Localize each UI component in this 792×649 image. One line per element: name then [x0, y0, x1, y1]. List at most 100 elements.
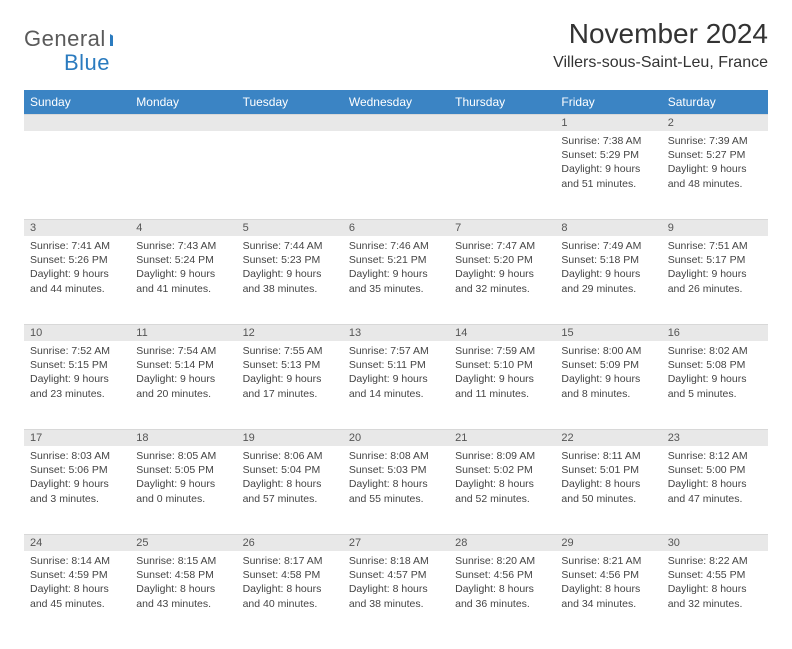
- daylight-text: Daylight: 9 hours and 32 minutes.: [455, 267, 549, 295]
- sunrise-text: Sunrise: 8:18 AM: [349, 554, 443, 568]
- calendar-table: Sunday Monday Tuesday Wednesday Thursday…: [24, 90, 768, 639]
- daylight-text: Daylight: 9 hours and 3 minutes.: [30, 477, 124, 505]
- day-cell-content: Sunrise: 8:11 AMSunset: 5:01 PMDaylight:…: [555, 446, 661, 512]
- day-cell-content: Sunrise: 7:43 AMSunset: 5:24 PMDaylight:…: [130, 236, 236, 302]
- day-number: 12: [237, 324, 343, 341]
- weekday-header: Tuesday: [237, 90, 343, 114]
- daylight-text: Daylight: 8 hours and 45 minutes.: [30, 582, 124, 610]
- day-cell-content: [343, 131, 449, 140]
- day-cell-content: Sunrise: 7:49 AMSunset: 5:18 PMDaylight:…: [555, 236, 661, 302]
- day-cell: [237, 131, 343, 219]
- day-number-cell: [237, 114, 343, 131]
- logo: General: [24, 18, 132, 52]
- sunset-text: Sunset: 5:24 PM: [136, 253, 230, 267]
- daylight-text: Daylight: 9 hours and 8 minutes.: [561, 372, 655, 400]
- day-cell: [130, 131, 236, 219]
- day-number-cell: 19: [237, 429, 343, 446]
- day-content-row: Sunrise: 8:03 AMSunset: 5:06 PMDaylight:…: [24, 446, 768, 534]
- sunrise-text: Sunrise: 7:43 AM: [136, 239, 230, 253]
- sunset-text: Sunset: 5:13 PM: [243, 358, 337, 372]
- day-number: 13: [343, 324, 449, 341]
- sunset-text: Sunset: 5:02 PM: [455, 463, 549, 477]
- day-cell: Sunrise: 8:18 AMSunset: 4:57 PMDaylight:…: [343, 551, 449, 639]
- day-cell: Sunrise: 7:54 AMSunset: 5:14 PMDaylight:…: [130, 341, 236, 429]
- day-cell-content: Sunrise: 8:21 AMSunset: 4:56 PMDaylight:…: [555, 551, 661, 617]
- day-number-cell: 22: [555, 429, 661, 446]
- day-cell-content: Sunrise: 8:12 AMSunset: 5:00 PMDaylight:…: [662, 446, 768, 512]
- day-cell: Sunrise: 8:02 AMSunset: 5:08 PMDaylight:…: [662, 341, 768, 429]
- sunrise-text: Sunrise: 8:09 AM: [455, 449, 549, 463]
- day-number: 18: [130, 429, 236, 446]
- sunset-text: Sunset: 4:57 PM: [349, 568, 443, 582]
- day-number-cell: 28: [449, 534, 555, 551]
- day-number-cell: 25: [130, 534, 236, 551]
- day-cell-content: Sunrise: 7:57 AMSunset: 5:11 PMDaylight:…: [343, 341, 449, 407]
- day-number-row: 17181920212223: [24, 429, 768, 446]
- day-cell: Sunrise: 7:49 AMSunset: 5:18 PMDaylight:…: [555, 236, 661, 324]
- day-content-row: Sunrise: 7:38 AMSunset: 5:29 PMDaylight:…: [24, 131, 768, 219]
- logo-triangle-icon: [110, 31, 113, 47]
- day-cell-content: [449, 131, 555, 140]
- day-cell: Sunrise: 7:44 AMSunset: 5:23 PMDaylight:…: [237, 236, 343, 324]
- day-number-cell: [449, 114, 555, 131]
- day-cell: Sunrise: 8:05 AMSunset: 5:05 PMDaylight:…: [130, 446, 236, 534]
- sunrise-text: Sunrise: 7:54 AM: [136, 344, 230, 358]
- day-number: 24: [24, 534, 130, 551]
- daylight-text: Daylight: 9 hours and 5 minutes.: [668, 372, 762, 400]
- day-cell: Sunrise: 8:22 AMSunset: 4:55 PMDaylight:…: [662, 551, 768, 639]
- day-number: 17: [24, 429, 130, 446]
- day-number-cell: 2: [662, 114, 768, 131]
- daylight-text: Daylight: 9 hours and 35 minutes.: [349, 267, 443, 295]
- day-cell: Sunrise: 7:46 AMSunset: 5:21 PMDaylight:…: [343, 236, 449, 324]
- day-number: 23: [662, 429, 768, 446]
- daylight-text: Daylight: 8 hours and 57 minutes.: [243, 477, 337, 505]
- day-cell: Sunrise: 8:06 AMSunset: 5:04 PMDaylight:…: [237, 446, 343, 534]
- sunrise-text: Sunrise: 8:03 AM: [30, 449, 124, 463]
- sunrise-text: Sunrise: 7:51 AM: [668, 239, 762, 253]
- weekday-header: Thursday: [449, 90, 555, 114]
- daylight-text: Daylight: 9 hours and 0 minutes.: [136, 477, 230, 505]
- day-number: 14: [449, 324, 555, 341]
- daylight-text: Daylight: 9 hours and 44 minutes.: [30, 267, 124, 295]
- day-number: 3: [24, 219, 130, 236]
- day-cell-content: Sunrise: 8:09 AMSunset: 5:02 PMDaylight:…: [449, 446, 555, 512]
- day-cell-content: Sunrise: 8:08 AMSunset: 5:03 PMDaylight:…: [343, 446, 449, 512]
- day-number: 22: [555, 429, 661, 446]
- day-cell-content: Sunrise: 8:02 AMSunset: 5:08 PMDaylight:…: [662, 341, 768, 407]
- day-number-cell: 12: [237, 324, 343, 341]
- day-cell-content: Sunrise: 7:46 AMSunset: 5:21 PMDaylight:…: [343, 236, 449, 302]
- sunset-text: Sunset: 5:23 PM: [243, 253, 337, 267]
- daylight-text: Daylight: 9 hours and 11 minutes.: [455, 372, 549, 400]
- day-number: [449, 114, 555, 131]
- day-number: [237, 114, 343, 131]
- day-number-cell: 15: [555, 324, 661, 341]
- daylight-text: Daylight: 9 hours and 20 minutes.: [136, 372, 230, 400]
- day-content-row: Sunrise: 8:14 AMSunset: 4:59 PMDaylight:…: [24, 551, 768, 639]
- day-cell: Sunrise: 7:59 AMSunset: 5:10 PMDaylight:…: [449, 341, 555, 429]
- day-cell: Sunrise: 8:20 AMSunset: 4:56 PMDaylight:…: [449, 551, 555, 639]
- sunrise-text: Sunrise: 8:21 AM: [561, 554, 655, 568]
- sunset-text: Sunset: 5:08 PM: [668, 358, 762, 372]
- sunset-text: Sunset: 5:00 PM: [668, 463, 762, 477]
- day-number: 6: [343, 219, 449, 236]
- daylight-text: Daylight: 9 hours and 51 minutes.: [561, 162, 655, 190]
- daylight-text: Daylight: 9 hours and 29 minutes.: [561, 267, 655, 295]
- day-cell: Sunrise: 7:57 AMSunset: 5:11 PMDaylight:…: [343, 341, 449, 429]
- day-number-cell: [343, 114, 449, 131]
- sunrise-text: Sunrise: 7:52 AM: [30, 344, 124, 358]
- day-cell-content: Sunrise: 7:55 AMSunset: 5:13 PMDaylight:…: [237, 341, 343, 407]
- day-cell: Sunrise: 8:14 AMSunset: 4:59 PMDaylight:…: [24, 551, 130, 639]
- day-cell-content: Sunrise: 8:15 AMSunset: 4:58 PMDaylight:…: [130, 551, 236, 617]
- day-content-row: Sunrise: 7:41 AMSunset: 5:26 PMDaylight:…: [24, 236, 768, 324]
- day-cell-content: Sunrise: 8:00 AMSunset: 5:09 PMDaylight:…: [555, 341, 661, 407]
- day-cell: Sunrise: 8:11 AMSunset: 5:01 PMDaylight:…: [555, 446, 661, 534]
- daylight-text: Daylight: 8 hours and 55 minutes.: [349, 477, 443, 505]
- day-number-cell: 23: [662, 429, 768, 446]
- day-number: 28: [449, 534, 555, 551]
- sunrise-text: Sunrise: 7:59 AM: [455, 344, 549, 358]
- sunset-text: Sunset: 4:55 PM: [668, 568, 762, 582]
- day-number: 30: [662, 534, 768, 551]
- day-number: 7: [449, 219, 555, 236]
- sunrise-text: Sunrise: 8:08 AM: [349, 449, 443, 463]
- sunrise-text: Sunrise: 8:20 AM: [455, 554, 549, 568]
